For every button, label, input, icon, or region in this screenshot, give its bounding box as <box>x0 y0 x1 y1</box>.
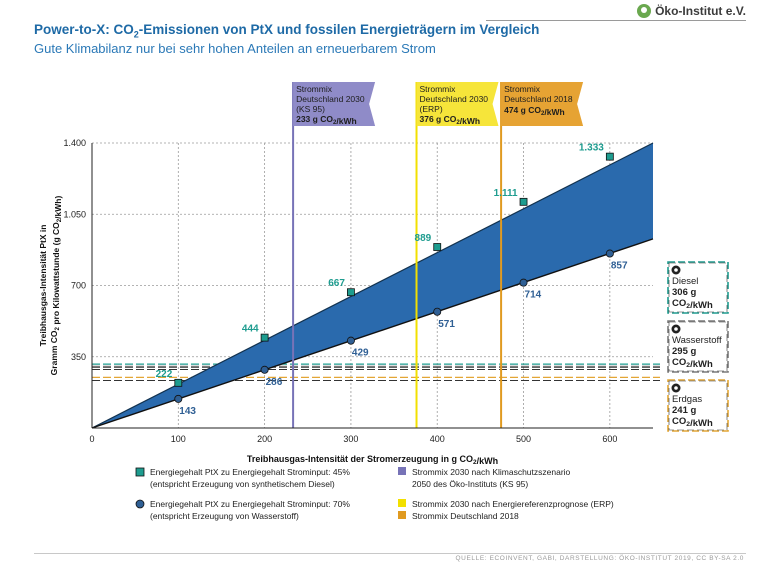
y-tick-label: 700 <box>71 281 86 291</box>
fossil-box-inner <box>668 321 728 372</box>
chart-title: Power-to-X: CO2-Emissionen von PtX und f… <box>34 22 540 40</box>
strommix-banner-value: 376 g CO2/kWh <box>420 114 481 126</box>
strommix-banner-sm2018 <box>501 82 584 126</box>
data-label-45: 1.111 <box>494 188 518 199</box>
data-label-45: 667 <box>328 278 345 289</box>
strommix-banner-erp <box>416 82 499 126</box>
legend-label-45: Energiegehalt PtX zu Energiegehalt Strom… <box>150 467 350 477</box>
fossil-value: 241 g <box>672 405 696 416</box>
legend-sub-70: (entspricht Erzeugung von Wasserstoff) <box>150 511 299 521</box>
legend-sub-45: (entspricht Erzeugung von synthetischem … <box>150 479 335 489</box>
strommix-banner-line1: Strommix <box>420 84 457 94</box>
fossil-name: Diesel <box>672 276 698 287</box>
strommix-banner-value: 474 g CO2/kWh <box>504 105 565 117</box>
strommix-banner-line1: Strommix <box>296 84 333 94</box>
fossil-box-inner <box>668 380 728 431</box>
data-label-70: 571 <box>438 319 455 330</box>
legend-label-erp: Strommix 2030 nach Energiereferenzprogno… <box>412 499 614 509</box>
marker-45 <box>260 333 269 342</box>
fossil-name: Erdgas <box>672 394 702 405</box>
marker-45 <box>433 243 442 251</box>
strommix-banner-line2: Deutschland 2030 <box>296 94 365 104</box>
legend-marker-70 <box>135 499 145 509</box>
strommix-banner-line3: (KS 95) <box>296 104 325 114</box>
legend-marker-ks95 <box>398 467 406 475</box>
fossil-unit: CO2/kWh <box>672 298 713 311</box>
data-label-45: 889 <box>415 233 432 244</box>
fossil-box-diesel <box>667 261 729 314</box>
strommix-banner-ks95 <box>293 82 376 126</box>
fossil-unit: CO2/kWh <box>672 357 713 370</box>
legend-marker-erp <box>398 499 406 507</box>
marker-45 <box>174 378 183 387</box>
x-tick-label: 500 <box>516 434 531 444</box>
marker-45 <box>347 288 355 297</box>
strommix-banner-value: 233 g CO2/kWh <box>296 114 357 126</box>
legend-label-sm2018: Strommix Deutschland 2018 <box>412 511 519 521</box>
logo-text: Öko-Institut e.V. <box>655 4 746 18</box>
series-line-45 <box>91 142 654 429</box>
y-tick-label: 1.400 <box>63 138 86 148</box>
data-label-70: 429 <box>352 348 369 359</box>
source-note: QUELLE: ECOINVENT, GABI, DARSTELLUNG: ÖK… <box>455 555 744 562</box>
strommix-banner-line2: Deutschland 2018 <box>504 94 573 104</box>
fossil-name: Wasserstoff <box>672 335 722 346</box>
marker-45 <box>519 197 528 206</box>
y-tick-label: 350 <box>71 352 86 362</box>
marker-70 <box>346 336 355 345</box>
chart-subtitle: Gute Klimabilanz nur bei sehr hohen Ante… <box>34 41 436 56</box>
marker-70 <box>605 249 614 258</box>
fossil-value: 295 g <box>672 346 696 357</box>
series-line-70 <box>91 238 654 429</box>
data-label-70: 286 <box>266 377 283 388</box>
x-tick-label: 600 <box>602 434 617 444</box>
legend-sub-ks95: 2050 des Öko-Instituts (KS 95) <box>412 479 528 489</box>
legend-marker-45 <box>135 467 145 477</box>
y-axis-title-line2: Gramm CO2 pro Kilowattstunde (g CO2/kWh) <box>49 196 63 376</box>
y-tick-label: 1.050 <box>63 209 86 219</box>
x-axis-title: Treibhausgas-Intensität der Stromerzeugu… <box>247 454 498 466</box>
marker-70 <box>433 307 442 316</box>
data-label-70: 143 <box>179 406 196 417</box>
marker-70 <box>260 365 269 374</box>
data-label-70: 714 <box>525 290 542 301</box>
marker-70 <box>174 394 183 403</box>
hydrogen-icon-inner <box>674 327 678 331</box>
x-tick-label: 200 <box>257 434 272 444</box>
logo-icon <box>637 4 652 18</box>
flame-icon-inner <box>674 386 678 390</box>
strommix-banner-line2: Deutschland 2030 <box>420 94 489 104</box>
marker-45 <box>605 152 614 161</box>
x-tick-label: 0 <box>89 434 94 444</box>
legend-label-70: Energiegehalt PtX zu Energiegehalt Strom… <box>150 499 350 509</box>
y-axis-title-line1: Treibhausgas-Intensität PtX in <box>38 225 48 347</box>
strommix-banner-line1: Strommix <box>504 84 541 94</box>
fossil-box-inner <box>668 262 728 313</box>
x-tick-label: 400 <box>430 434 445 444</box>
x-tick-label: 100 <box>171 434 186 444</box>
fossil-value: 306 g <box>672 287 696 298</box>
strommix-banner-line3: (ERP) <box>420 104 443 114</box>
oeko-institut-logo: Öko-Institut e.V. <box>637 4 746 18</box>
legend-label-ks95: Strommix 2030 nach Klimaschutzszenario <box>412 467 571 477</box>
x-tick-label: 300 <box>343 434 358 444</box>
data-label-45: 444 <box>242 324 259 335</box>
marker-70 <box>519 278 528 287</box>
data-label-45: 1.333 <box>579 143 604 154</box>
footer-rule <box>34 553 746 554</box>
data-label-70: 857 <box>611 261 628 272</box>
legend-marker-sm2018 <box>398 511 406 519</box>
header-rule <box>486 20 746 21</box>
diesel-drop-icon-inner <box>674 268 678 272</box>
fossil-unit: CO2/kWh <box>672 416 713 429</box>
data-label-45: 222 <box>156 369 173 380</box>
